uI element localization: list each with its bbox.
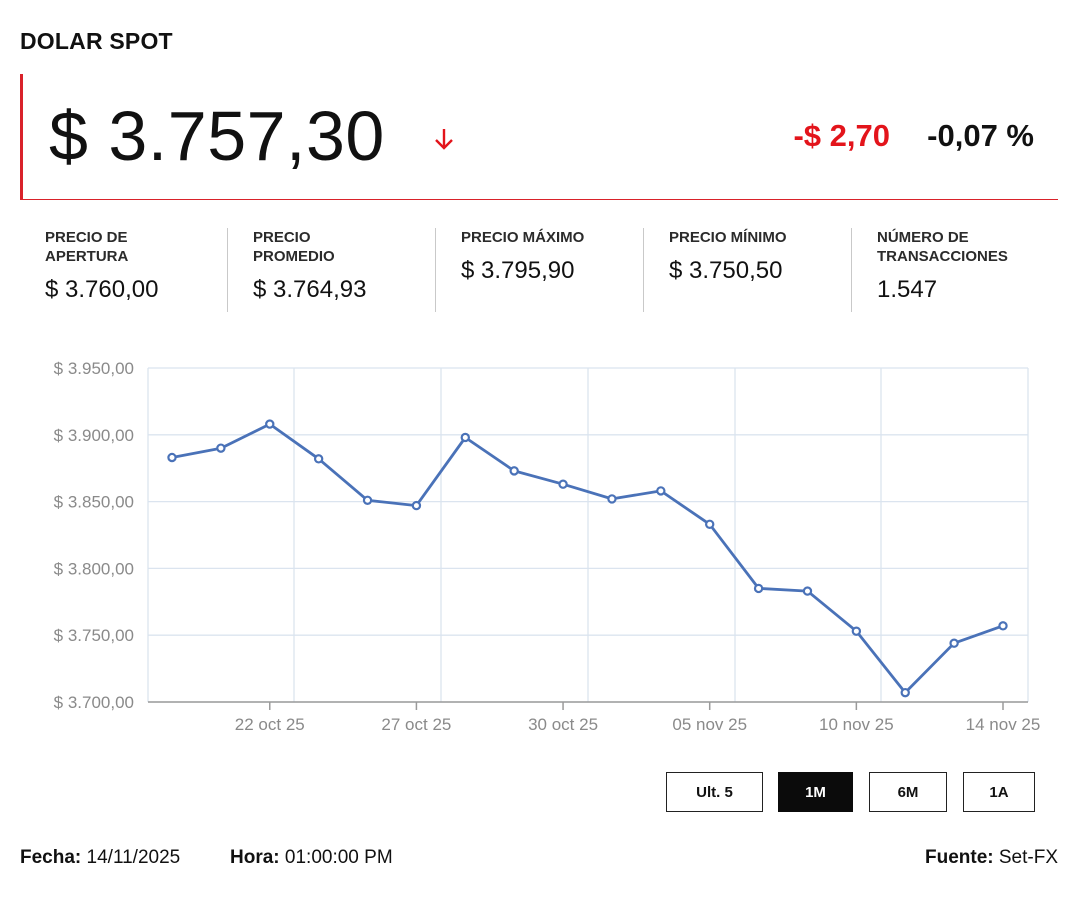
date-value: 14/11/2025 <box>86 847 181 868</box>
data-point <box>949 638 959 648</box>
x-tick-label: 10 nov 25 <box>819 715 894 734</box>
data-point <box>216 443 226 453</box>
stat-min-price: PRECIO MÍNIMO $ 3.750,50 <box>643 228 851 312</box>
data-point <box>753 583 764 594</box>
data-point <box>362 495 373 505</box>
data-point <box>313 454 324 464</box>
data-point <box>167 452 177 463</box>
x-tick-label: 22 oct 25 <box>235 715 305 734</box>
data-point <box>656 486 666 496</box>
x-tick-label: 30 oct 25 <box>528 715 598 734</box>
footer-source: Fuente: Set-FX <box>925 847 1058 869</box>
time-label: Hora: <box>230 847 280 868</box>
stat-value: 1.547 <box>877 276 938 303</box>
stat-label: PRECIO DE APERTURA <box>45 229 129 265</box>
stat-opening-price: PRECIO DE APERTURA $ 3.760,00 <box>20 228 228 312</box>
stat-value: $ 3.750,50 <box>669 257 783 284</box>
footer-time: Hora: 01:00:00 PM <box>230 847 393 869</box>
x-tick-label: 14 nov 25 <box>966 715 1041 734</box>
stat-value: $ 3.760,00 <box>45 276 159 303</box>
x-tick-label: 27 oct 25 <box>381 715 451 734</box>
stat-transactions: NÚMERO DE TRANSACCIONES 1.547 <box>851 228 1058 312</box>
data-point <box>411 500 422 511</box>
y-tick-label: $ 3.850,00 <box>54 493 134 512</box>
arrow-down-icon <box>435 129 453 150</box>
x-tick-label: 05 nov 25 <box>672 715 747 734</box>
price-panel: $ 3.757,30 -$ 2,70 -0,07 % <box>20 74 1058 200</box>
stat-value: $ 3.764,93 <box>253 276 367 303</box>
data-point <box>558 479 568 489</box>
stat-label: NÚMERO DE TRANSACCIONES <box>877 229 1008 265</box>
page-title: DOLAR SPOT <box>20 28 173 54</box>
time-value: 01:00:00 PM <box>284 847 393 868</box>
data-point <box>998 621 1008 631</box>
data-point <box>851 626 862 636</box>
data-point <box>265 419 275 429</box>
price-change: -$ 2,70 <box>793 118 890 153</box>
price-series-line <box>171 422 1004 695</box>
data-point <box>460 432 470 443</box>
data-point <box>705 519 715 530</box>
range-button-1m[interactable]: 1M <box>778 772 853 812</box>
footer-date: Fecha: 14/11/2025 <box>20 847 180 869</box>
range-button-1a[interactable]: 1A <box>963 772 1035 812</box>
data-point <box>900 687 910 698</box>
stat-value: $ 3.795,90 <box>461 257 575 284</box>
data-point <box>802 586 813 596</box>
stat-average-price: PRECIO PROMEDIO $ 3.764,93 <box>227 228 435 312</box>
data-point <box>607 494 617 504</box>
range-button-6m[interactable]: 6M <box>869 772 947 812</box>
price-change-percent: -0,07 % <box>927 118 1034 153</box>
stat-label: PRECIO PROMEDIO <box>253 229 335 265</box>
source-value: Set-FX <box>998 847 1058 868</box>
stat-max-price: PRECIO MÁXIMO $ 3.795,90 <box>435 228 643 312</box>
stats-row: PRECIO DE APERTURA $ 3.760,00 PRECIO PRO… <box>20 228 1058 312</box>
range-button-ult5[interactable]: Ult. 5 <box>666 772 763 812</box>
y-tick-label: $ 3.800,00 <box>54 559 134 578</box>
stat-label: PRECIO MÍNIMO <box>669 229 787 246</box>
price-line-chart: $ 3.950,00 $ 3.900,00 $ 3.850,00 $ 3.800,00… <box>54 359 1041 734</box>
y-tick-label: $ 3.900,00 <box>54 426 134 445</box>
y-tick-label: $ 3.750,00 <box>54 626 134 645</box>
stat-label: PRECIO MÁXIMO <box>461 229 585 246</box>
current-price: $ 3.757,30 <box>49 97 385 175</box>
date-label: Fecha: <box>20 847 82 868</box>
data-point <box>509 466 519 476</box>
y-tick-label: $ 3.950,00 <box>54 359 134 378</box>
source-label: Fuente: <box>924 847 994 868</box>
y-tick-label: $ 3.700,00 <box>54 693 134 712</box>
